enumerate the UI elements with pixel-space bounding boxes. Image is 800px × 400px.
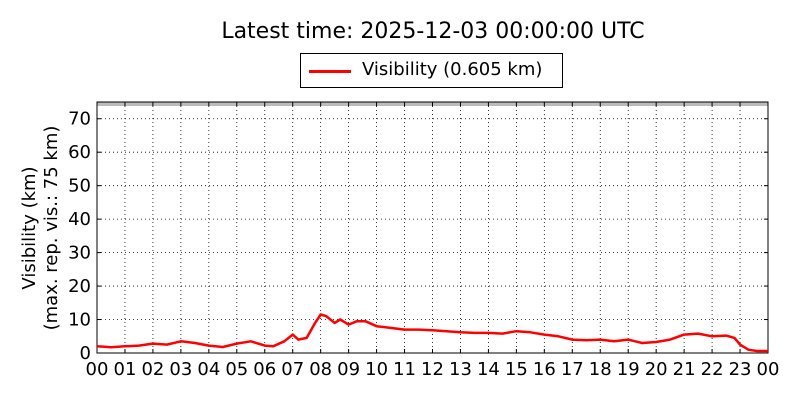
x-tick-label: 06 xyxy=(253,359,276,380)
x-tick-label: 00 xyxy=(757,359,780,380)
x-tick-label: 23 xyxy=(729,359,752,380)
x-tick-label: 17 xyxy=(561,359,584,380)
x-tick-label: 04 xyxy=(197,359,220,380)
x-tick-label: 05 xyxy=(225,359,248,380)
y-axis-label-line2: (max. rep. vis.: 75 km) xyxy=(41,126,62,331)
x-tick-labels: 00 01 02 03 04 05 06 07 08 09 10 11 12 13 14 15 16 17 18 19… xyxy=(86,359,780,380)
x-tick-label: 12 xyxy=(421,359,444,380)
x-tick-label: 18 xyxy=(589,359,612,380)
x-tick-label: 08 xyxy=(309,359,332,380)
visibility-series-line xyxy=(96,313,768,353)
x-tick-label: 11 xyxy=(393,359,416,380)
chart-title: Latest time: 2025-12-03 00:00:00 UTC xyxy=(221,19,645,44)
x-tick-label: 03 xyxy=(169,359,192,380)
axis-ticks xyxy=(96,102,769,354)
y-tick-label: 20 xyxy=(68,276,91,297)
y-tick-label: 10 xyxy=(68,310,91,331)
y-tick-labels: 0 10 20 30 40 50 60 70 xyxy=(68,109,91,364)
y-tick-label: 30 xyxy=(68,243,91,264)
y-axis-label: Visibility (km) (max. rep. vis.: 75 km) xyxy=(19,126,62,331)
x-tick-label: 01 xyxy=(114,359,137,380)
x-tick-label: 22 xyxy=(701,359,724,380)
x-tick-label: 21 xyxy=(673,359,696,380)
y-tick-label: 0 xyxy=(80,343,91,364)
y-tick-label: 40 xyxy=(68,209,91,230)
grid-lines xyxy=(97,102,768,353)
y-tick-label: 70 xyxy=(68,109,91,130)
x-tick-label: 20 xyxy=(645,359,668,380)
x-tick-label: 09 xyxy=(337,359,360,380)
x-tick-label: 13 xyxy=(449,359,472,380)
x-tick-label: 02 xyxy=(141,359,164,380)
x-tick-label: 15 xyxy=(505,359,528,380)
y-tick-label: 50 xyxy=(68,176,91,197)
x-tick-label: 16 xyxy=(533,359,556,380)
x-tick-label: 07 xyxy=(281,359,304,380)
y-axis-label-line1: Visibility (km) xyxy=(19,166,40,289)
y-tick-label: 60 xyxy=(68,142,91,163)
x-tick-label: 14 xyxy=(477,359,500,380)
legend: Visibility (0.605 km) xyxy=(300,53,563,88)
x-tick-label: 10 xyxy=(365,359,388,380)
legend-swatch xyxy=(309,70,351,73)
plot-frame xyxy=(96,101,769,354)
legend-label: Visibility (0.605 km) xyxy=(362,59,543,80)
x-tick-label: 00 xyxy=(86,359,109,380)
x-tick-label: 19 xyxy=(617,359,640,380)
